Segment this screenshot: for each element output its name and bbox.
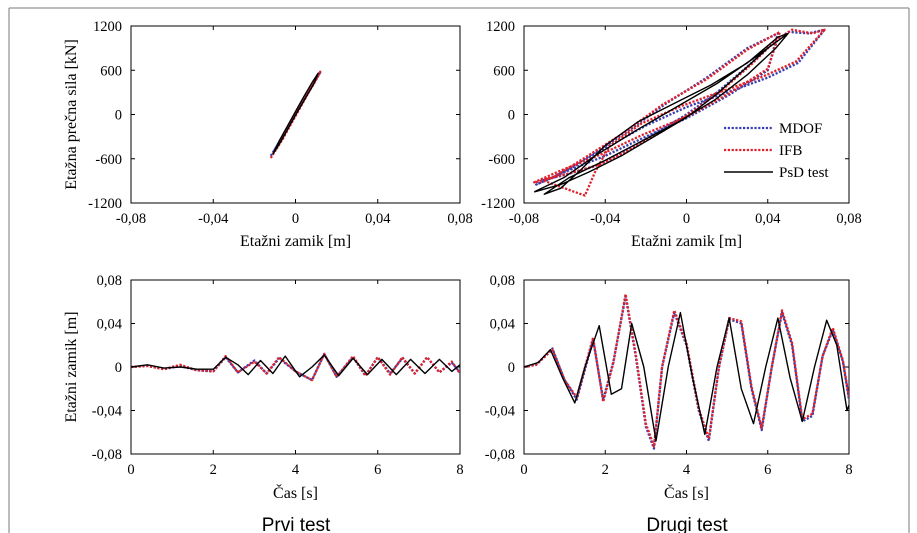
caption-prvi-test: Prvi test [262,515,331,533]
series-line-psd [272,72,319,155]
x-tick-label: 6 [764,462,771,478]
y-tick-label: 0,04 [97,317,123,333]
x-tick-label: 4 [292,462,300,478]
y-tick-label: 0,04 [490,317,516,333]
y-tick-label: -0,08 [92,447,122,463]
x-tick-label: 0,08 [447,211,472,227]
x-tick-label: 0 [683,211,690,227]
x-tick-label: -0,08 [116,211,146,227]
legend-label-psd: PsD test [779,165,829,181]
y-tick-label: -0,04 [485,404,516,420]
plots-layer: -0,08 -0,04 0 0,04 0,0812006000-600-1200Etaž… [63,19,862,502]
y-axis-label: Etažna prečna sila [kN] [63,39,80,190]
y-tick-label: -0,08 [485,447,515,463]
series-line-psd [533,32,789,195]
x-tick-label: 4 [683,462,691,478]
series-line-ifb [131,352,460,382]
y-tick-label: 600 [100,63,122,79]
y-tick-label: 0 [115,360,122,376]
y-tick-label: -0,04 [92,404,123,420]
y-tick-label: 0,08 [97,273,122,289]
y-tick-label: -1200 [481,196,515,212]
series-line-ifb [269,70,322,159]
chart-drift-drugi: 0 2 4 6 8 0,08 0,04 0 -0,04 -0,08 Čas [s] [485,273,853,502]
x-tick-label: 2 [602,462,609,478]
y-tick-label: 1200 [486,19,515,35]
x-tick-label: 8 [456,462,463,478]
x-tick-label: 2 [210,462,217,478]
x-axis-label: Etažni zamik [m] [631,233,742,250]
y-tick-label: -600 [488,152,515,168]
y-tick-label: -600 [95,152,122,168]
y-tick-label: -1200 [88,196,122,212]
chart-drift-prvi: 0 2 4 6 8 0,08 0,04 0 -0,04 -0,08 Čas [s] Etažni za… [63,273,464,502]
y-tick-label: 0 [115,108,122,124]
x-tick-label: -0,04 [198,211,229,227]
x-tick-label: -0,08 [509,211,539,227]
series-line-psd [131,354,460,378]
y-tick-label: 0 [508,360,515,376]
x-tick-label: -0,04 [590,211,621,227]
x-tick-label: 0 [292,211,299,227]
x-axis-label: Etažni zamik [m] [240,233,351,250]
x-axis-label: Čas [s] [664,483,709,502]
x-tick-label: 0 [520,462,527,478]
legend-label-mdof: MDOF [779,121,822,137]
x-tick-label: 0,08 [836,211,861,227]
x-axis-label: Čas [s] [273,483,318,502]
chart-hysteresis-drugi: -0,08 -0,04 0 0,04 0,08 1200 600 0 -600 -1200 Etaž… [481,19,862,250]
y-axis-label: Etažni zamik [m] [63,311,80,422]
y-tick-label: 1200 [93,19,122,35]
caption-drugi-test: Drugi test [646,515,728,533]
chart-hysteresis-prvi: -0,08 -0,04 0 0,04 0,08 1200 600 0 -600 -1200 Etaž… [63,19,473,250]
x-tick-label: 0 [127,462,134,478]
y-tick-label: 0 [508,108,515,124]
series-line-mdof [535,28,826,186]
series-line-psd [524,311,849,442]
legend-label-ifb: IFB [779,143,802,159]
x-tick-label: 8 [845,462,852,478]
y-tick-label: 0,08 [490,273,515,289]
y-tick-label: 600 [493,63,515,79]
x-tick-label: 0,04 [365,211,391,227]
x-tick-label: 0,04 [755,211,781,227]
x-tick-label: 6 [374,462,381,478]
